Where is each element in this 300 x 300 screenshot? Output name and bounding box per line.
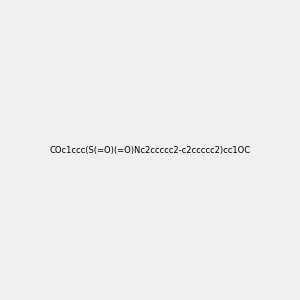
Text: COc1ccc(S(=O)(=O)Nc2ccccc2-c2ccccc2)cc1OC: COc1ccc(S(=O)(=O)Nc2ccccc2-c2ccccc2)cc1O… — [50, 146, 250, 154]
